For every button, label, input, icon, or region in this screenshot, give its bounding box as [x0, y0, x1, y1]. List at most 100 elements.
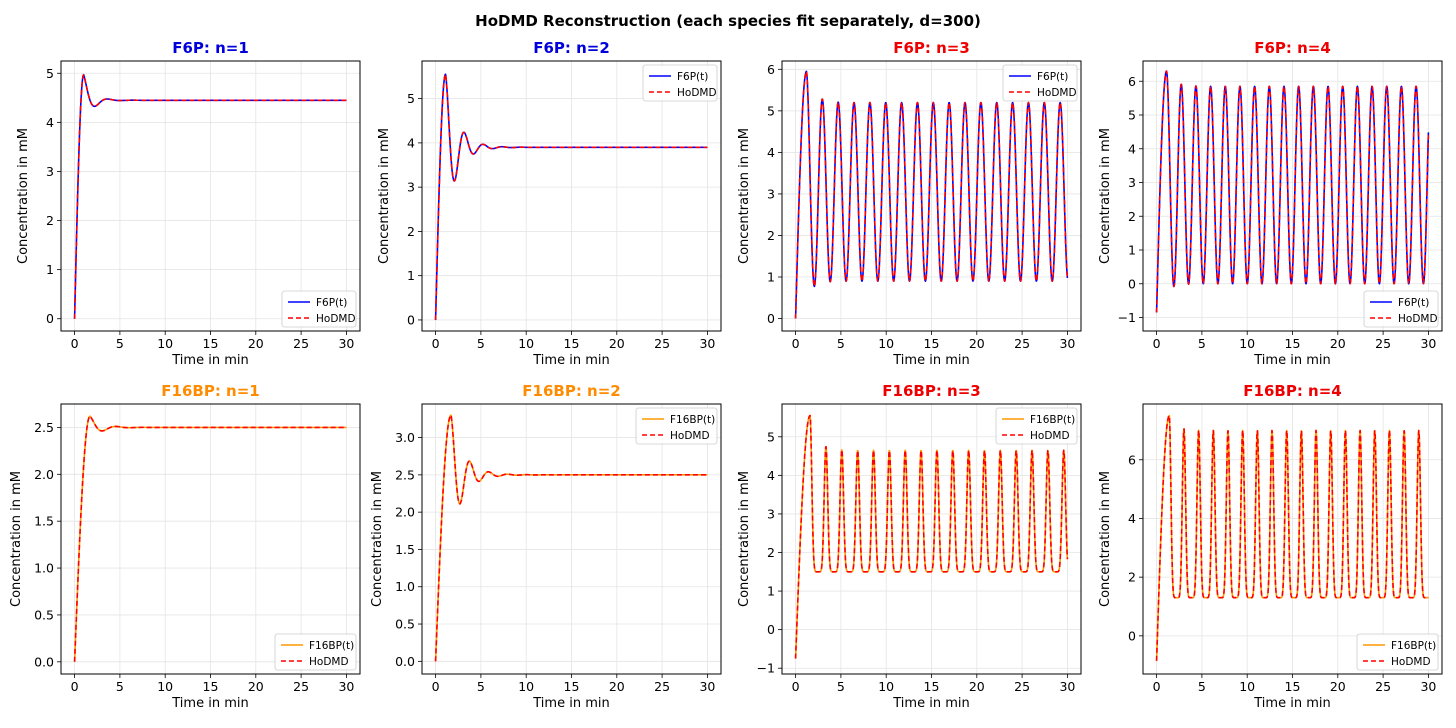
x-tick-label: 30	[1059, 336, 1075, 351]
legend-entry: F6P(t)	[677, 71, 708, 83]
x-tick-label: 30	[338, 679, 354, 694]
legend: F6P(t) HoDMD	[642, 64, 718, 102]
legend-box	[1356, 633, 1439, 671]
y-tick-label: 4	[46, 115, 54, 130]
x-tick-label: 30	[699, 336, 715, 351]
subplot-title: F16BP: n=3	[882, 382, 980, 400]
x-axis-label: Time in min	[532, 353, 609, 368]
legend-entry: HoDMD	[316, 313, 356, 325]
y-tick-label: 5	[767, 429, 775, 444]
subplot-f6p-n1: F6P: n=1 0 5 10 15 20 25 30 0 1 2 3 4 5 Time in min Con…	[16, 39, 361, 368]
axes-frame	[421, 403, 722, 675]
y-tick-label: 6	[1128, 74, 1136, 89]
subplot-f16bp-n1: F16BP: n=1 0 5 10 15 20 25 30 0.0 0.5 1.0 1.5 2.0 2.5…	[9, 382, 361, 711]
axes-frame	[60, 60, 361, 332]
y-axis-label: Concentration in mM	[737, 128, 752, 264]
legend-entry: HoDMD	[677, 87, 717, 99]
x-tick-label: 0	[792, 679, 800, 694]
x-tick-label: 15	[564, 336, 580, 351]
x-tick-label: 20	[609, 679, 625, 694]
x-tick-label: 10	[878, 679, 894, 694]
subplot-title: F16BP: n=2	[522, 382, 620, 400]
legend-entry: F6P(t)	[1037, 71, 1068, 83]
y-tick-label: 4	[407, 135, 415, 150]
x-tick-label: 25	[1375, 336, 1391, 351]
y-tick-label: 5	[407, 91, 415, 106]
axes-frame	[781, 60, 1082, 332]
y-tick-label: 1	[767, 270, 775, 285]
y-tick-label: 6	[1128, 452, 1136, 467]
y-tick-label: 5	[767, 103, 775, 118]
x-tick-label: 0	[1153, 336, 1161, 351]
series-line-hodmd	[73, 73, 347, 319]
x-tick-label: 25	[1014, 336, 1030, 351]
axes-frame	[1142, 403, 1443, 675]
subplot-title: F6P: n=4	[1254, 39, 1331, 57]
y-tick-label: 2	[767, 545, 775, 560]
x-tick-label: 15	[1285, 679, 1301, 694]
y-tick-label: 1	[407, 268, 415, 283]
x-tick-label: 5	[116, 679, 124, 694]
legend-entry: F16BP(t)	[670, 414, 715, 426]
subplot-f6p-n3: F6P: n=3 0 5 10 15 20 25 30 0 1 2 3 4 5 6 Time in min Co…	[737, 39, 1082, 368]
x-tick-label: 20	[248, 679, 264, 694]
x-tick-label: 5	[477, 679, 485, 694]
y-tick-label: −1	[757, 661, 775, 676]
y-tick-label: 1.5	[395, 542, 415, 557]
x-tick-label: 20	[1330, 679, 1346, 694]
y-tick-label: 1.0	[395, 579, 415, 594]
axes-frame	[421, 60, 722, 332]
y-tick-label: 1	[767, 584, 775, 599]
y-axis-label: Concentration in mM	[9, 471, 24, 607]
y-tick-label: 2	[767, 228, 775, 243]
x-axis-label: Time in min	[892, 353, 969, 368]
x-tick-label: 0	[792, 336, 800, 351]
y-tick-label: 3	[407, 180, 415, 195]
legend-entry: HoDMD	[1391, 656, 1431, 668]
x-tick-label: 25	[1014, 679, 1030, 694]
subplot-f16bp-n4: F16BP: n=4 0 5 10 15 20 25 30 0 2 4 6 Time in min Con…	[1098, 382, 1443, 711]
legend-box	[995, 407, 1078, 445]
x-tick-label: 15	[203, 679, 219, 694]
legend-entry: HoDMD	[670, 430, 710, 442]
x-tick-label: 25	[293, 679, 309, 694]
y-tick-label: −1	[1118, 310, 1136, 325]
x-tick-label: 30	[1420, 336, 1436, 351]
series-line-hodmd	[794, 70, 1069, 319]
legend-entry: F16BP(t)	[1391, 640, 1436, 652]
y-tick-label: 2.0	[34, 467, 54, 482]
axes-frame	[781, 403, 1082, 675]
y-tick-label: 4	[1128, 511, 1136, 526]
x-tick-label: 20	[969, 679, 985, 694]
subplot-title: F16BP: n=4	[1243, 382, 1341, 400]
y-tick-label: 4	[1128, 141, 1136, 156]
y-tick-label: 0	[46, 311, 54, 326]
subplot-f16bp-n2: F16BP: n=2 0 5 10 15 20 25 30 0.0 0.5 1.0 1.5 2.0 2.5…	[370, 382, 722, 711]
x-axis-label: Time in min	[171, 696, 248, 711]
y-tick-label: 5	[1128, 108, 1136, 123]
x-tick-label: 30	[1420, 679, 1436, 694]
x-tick-label: 25	[1375, 679, 1391, 694]
y-axis-label: Concentration in mM	[16, 128, 31, 264]
series-line-hodmd	[73, 415, 347, 662]
y-tick-label: 1	[1128, 243, 1136, 258]
y-tick-label: 0	[1128, 276, 1136, 291]
legend-entry: HoDMD	[309, 656, 349, 668]
y-tick-label: 2	[1128, 209, 1136, 224]
x-tick-label: 10	[878, 336, 894, 351]
y-tick-label: 0	[767, 622, 775, 637]
legend-entry: HoDMD	[1030, 430, 1070, 442]
y-tick-label: 4	[767, 468, 775, 483]
legend: F6P(t) HoDMD	[1363, 290, 1439, 328]
subplot-f6p-n4: F6P: n=4 0 5 10 15 20 25 30 −1 0 1 2 3 4 5 6 Time in min…	[1098, 39, 1443, 368]
x-tick-label: 5	[1198, 679, 1206, 694]
y-tick-label: 3.0	[395, 430, 415, 445]
subplot-title: F16BP: n=1	[161, 382, 259, 400]
y-tick-label: 0.0	[395, 654, 415, 669]
subplot-title: F6P: n=2	[533, 39, 610, 57]
x-tick-label: 10	[1239, 679, 1255, 694]
legend: F16BP(t) HoDMD	[274, 633, 357, 671]
legend-entry: HoDMD	[1398, 313, 1438, 325]
x-tick-label: 25	[654, 336, 670, 351]
